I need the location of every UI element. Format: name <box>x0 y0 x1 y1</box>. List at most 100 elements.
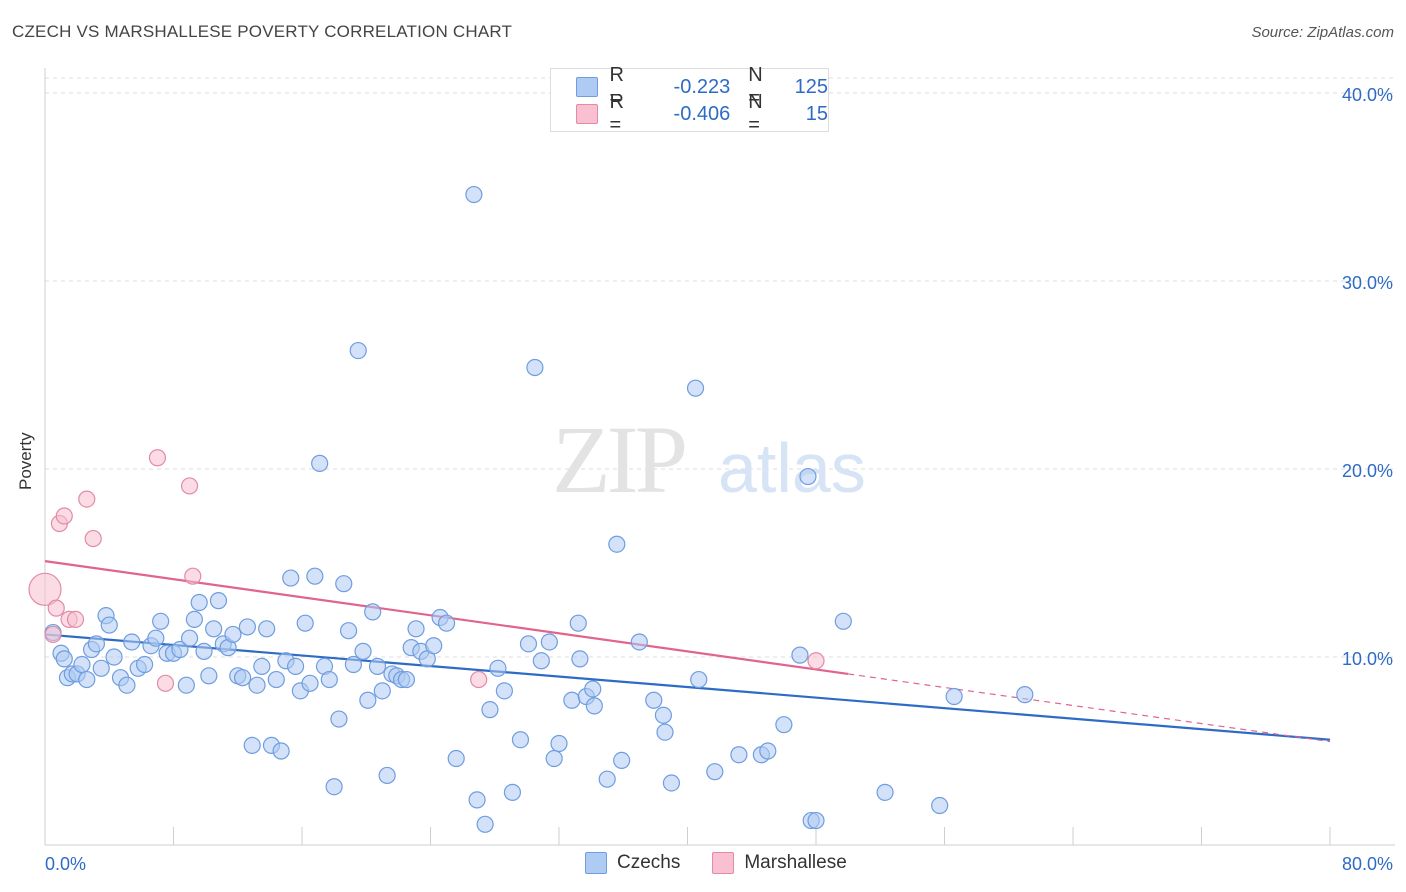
czechs-point <box>311 454 329 472</box>
czechs-point <box>296 614 314 632</box>
czechs-point <box>608 535 626 553</box>
czechs-point <box>690 670 708 689</box>
czechs-point <box>195 642 213 660</box>
czechs-point <box>190 593 208 612</box>
watermark-zip: ZIP <box>552 406 685 513</box>
czechs-point <box>339 622 358 640</box>
czechs-point <box>368 657 387 676</box>
czechs-point <box>730 746 748 764</box>
czechs-point <box>185 610 203 629</box>
czechs-point <box>258 620 276 638</box>
czechs-point <box>630 633 648 651</box>
czechs-point <box>267 670 285 689</box>
czechs-point <box>686 379 705 397</box>
czechs-point <box>349 341 367 360</box>
czechs-trend-line <box>44 633 1331 741</box>
czechs-point <box>171 640 189 659</box>
y-tick-labels: 10.0% 20.0% 30.0% 40.0% <box>1342 85 1393 669</box>
marshallese-point <box>470 670 488 689</box>
czechs-point <box>662 774 681 792</box>
marshallese-point <box>55 507 73 525</box>
trend-lines <box>44 560 1331 743</box>
czechs-point <box>465 185 483 204</box>
n-label: N = <box>748 91 763 136</box>
czechs-point <box>359 691 377 709</box>
czechs-point <box>177 676 195 694</box>
czechs-point <box>205 620 223 638</box>
czechs-point <box>92 659 110 677</box>
marshallese-point <box>66 610 85 629</box>
czechs-point <box>135 655 154 674</box>
czechs-point <box>100 616 118 634</box>
y-tick-label: 10.0% <box>1342 649 1393 669</box>
r-label: R = <box>609 64 624 109</box>
watermark-atlas: atlas <box>718 429 866 507</box>
legend-row-marshallese: R = -0.406 N = 15 <box>576 91 829 136</box>
czechs-point <box>147 629 165 647</box>
czechs-legend-swatch <box>585 852 607 874</box>
y-tick-label: 20.0% <box>1342 461 1393 481</box>
r-value: -0.223 <box>673 75 731 98</box>
r-value: -0.406 <box>673 102 731 125</box>
czechs-point <box>105 648 123 666</box>
czechs-point <box>656 723 674 741</box>
czechs-point <box>330 710 348 728</box>
czechs-point <box>233 669 252 687</box>
czechs-point <box>807 811 825 830</box>
czechs-point <box>354 642 372 660</box>
marshallese-point <box>180 477 199 495</box>
marshallese-trend-extension <box>848 673 1331 743</box>
czechs-point <box>364 603 382 621</box>
czechs-point <box>378 766 396 785</box>
legend-row-czechs: R = -0.223 N = 125 <box>576 64 829 109</box>
y-tick-label: 40.0% <box>1342 85 1393 105</box>
czechs-point <box>407 620 425 638</box>
chart-title: CZECH VS MARSHALLESE POVERTY CORRELATION… <box>12 22 513 41</box>
czechs-point <box>481 701 499 719</box>
czechs-point <box>325 778 343 796</box>
czechs-point <box>545 749 563 768</box>
czechs-point <box>540 633 558 651</box>
source-label: Source: ZipAtlas.com <box>1251 24 1394 41</box>
legend-box: R = -0.223 N = 125 R = -0.406 N = 15 <box>550 64 829 136</box>
czechs-point <box>1016 686 1034 704</box>
czechs-point <box>468 791 486 809</box>
czechs-point <box>613 751 631 770</box>
czechs-point <box>209 592 228 610</box>
marshallese-legend-label: Marshallese <box>744 852 847 873</box>
gridlines <box>45 77 1395 658</box>
n-value: 15 <box>805 102 829 125</box>
axes <box>44 68 1395 846</box>
czechs-point <box>282 569 300 587</box>
marshallese-point <box>84 529 102 548</box>
czechs-point <box>425 637 443 655</box>
czechs-point <box>78 670 96 689</box>
czechs-point <box>759 742 777 760</box>
czechs-legend-label: Czechs <box>617 852 681 873</box>
marshallese-point <box>78 490 96 508</box>
marshallese-legend-swatch <box>712 852 735 874</box>
marshallese-point <box>184 567 202 585</box>
czechs-point <box>584 680 602 698</box>
czechs-point <box>775 716 793 734</box>
czechs-point <box>519 635 538 653</box>
czechs-point <box>550 734 568 753</box>
r-label: R = <box>609 91 624 136</box>
czechs-point <box>834 612 852 630</box>
marshallese-point <box>47 599 65 617</box>
czechs-point <box>253 657 271 676</box>
x-tick-label: 80.0% <box>1342 854 1393 874</box>
czechs-point <box>645 691 663 709</box>
czechs-point <box>286 657 305 676</box>
czechs-point <box>876 783 894 801</box>
czechs-point <box>152 612 170 630</box>
czechs-point <box>224 625 242 644</box>
n-value: 125 <box>794 75 829 98</box>
czechs-point <box>118 676 136 694</box>
czechs-point <box>272 742 290 760</box>
czechs-point <box>569 614 587 632</box>
czechs-point <box>123 633 141 651</box>
czechs-point <box>511 731 530 749</box>
czechs-point <box>799 467 817 486</box>
